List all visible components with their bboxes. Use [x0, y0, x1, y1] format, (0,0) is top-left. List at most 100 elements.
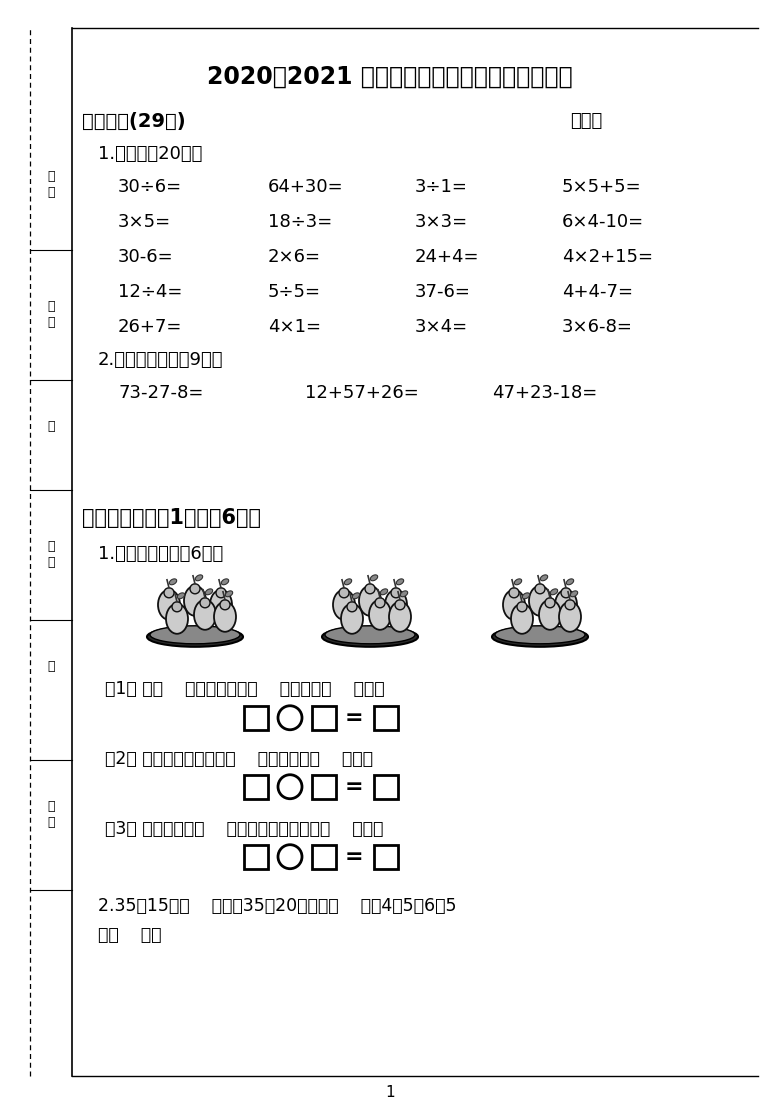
Text: （3） 把这些梨每（    ）只一盘，可以分成（    ）盘。: （3） 把这些梨每（ ）只一盘，可以分成（ ）盘。: [105, 820, 384, 838]
Text: 2.35比15多（    ），比35多20的数是（    ）；4个5比6个5: 2.35比15多（ ），比35多20的数是（ ）；4个5比6个5: [98, 896, 456, 915]
Text: 24+4=: 24+4=: [415, 248, 480, 266]
Text: 26+7=: 26+7=: [118, 318, 183, 336]
Ellipse shape: [523, 593, 530, 598]
Ellipse shape: [166, 604, 188, 634]
Text: 2020～2021 学年第一学期二年级数学期中练习: 2020～2021 学年第一学期二年级数学期中练习: [207, 65, 573, 89]
Text: =: =: [345, 777, 363, 797]
Text: 成绩：: 成绩：: [570, 112, 602, 130]
Ellipse shape: [495, 626, 585, 644]
Text: 少（    ）。: 少（ ）。: [98, 925, 161, 944]
Text: 4+4-7=: 4+4-7=: [562, 283, 633, 301]
Ellipse shape: [559, 602, 581, 631]
Text: 张: 张: [48, 660, 55, 672]
Text: 12÷4=: 12÷4=: [118, 283, 183, 301]
Text: 学: 学: [48, 170, 55, 183]
Text: 1.看图填一填。（6分）: 1.看图填一填。（6分）: [98, 544, 223, 563]
Text: 号: 号: [48, 185, 55, 199]
Text: 4×1=: 4×1=: [268, 318, 321, 336]
Ellipse shape: [353, 593, 360, 598]
Circle shape: [278, 845, 302, 869]
Ellipse shape: [194, 599, 216, 629]
Text: 5×5+5=: 5×5+5=: [562, 178, 642, 195]
Circle shape: [278, 705, 302, 730]
Ellipse shape: [200, 597, 210, 608]
Ellipse shape: [503, 590, 525, 619]
Ellipse shape: [158, 590, 180, 619]
Ellipse shape: [514, 578, 522, 585]
Text: 30-6=: 30-6=: [118, 248, 174, 266]
Ellipse shape: [172, 602, 182, 612]
Ellipse shape: [325, 626, 415, 644]
Ellipse shape: [561, 587, 571, 597]
Ellipse shape: [225, 591, 232, 597]
Ellipse shape: [555, 590, 577, 619]
Text: 37-6=: 37-6=: [415, 283, 471, 301]
Text: 1.口算。（20分）: 1.口算。（20分）: [98, 145, 202, 163]
Ellipse shape: [391, 587, 401, 597]
Text: 30÷6=: 30÷6=: [118, 178, 182, 195]
Text: 3×3=: 3×3=: [415, 213, 468, 231]
Bar: [244, 845, 268, 869]
Text: 姓: 姓: [48, 540, 55, 553]
Ellipse shape: [210, 590, 232, 619]
Text: 2×6=: 2×6=: [268, 248, 321, 266]
Text: （1） 每（    ）只梨一盘，（    ）盘梨共（    ）只。: （1） 每（ ）只梨一盘，（ ）盘梨共（ ）只。: [105, 680, 385, 698]
Text: 47+23-18=: 47+23-18=: [492, 384, 597, 402]
Ellipse shape: [214, 602, 236, 631]
Ellipse shape: [341, 604, 363, 634]
Bar: [312, 705, 336, 730]
Ellipse shape: [164, 587, 174, 597]
Bar: [374, 705, 398, 730]
Bar: [312, 775, 336, 798]
Text: 校: 校: [48, 816, 55, 829]
Ellipse shape: [220, 599, 230, 609]
Ellipse shape: [511, 604, 533, 634]
Ellipse shape: [369, 599, 391, 629]
Ellipse shape: [344, 578, 352, 585]
Ellipse shape: [541, 575, 548, 581]
Text: 4×2+15=: 4×2+15=: [562, 248, 653, 266]
Text: 12+57+26=: 12+57+26=: [305, 384, 419, 402]
Bar: [312, 845, 336, 869]
Ellipse shape: [222, 578, 229, 585]
Ellipse shape: [195, 575, 203, 581]
Ellipse shape: [347, 602, 357, 612]
Text: 18÷3=: 18÷3=: [268, 213, 332, 231]
Ellipse shape: [205, 588, 213, 595]
Text: 名: 名: [48, 555, 55, 569]
Ellipse shape: [216, 587, 226, 597]
Ellipse shape: [570, 591, 578, 597]
Text: 班: 班: [48, 300, 55, 312]
Circle shape: [278, 775, 302, 798]
Ellipse shape: [322, 627, 418, 647]
Ellipse shape: [566, 578, 573, 585]
Bar: [374, 845, 398, 869]
Text: 3×5=: 3×5=: [118, 213, 171, 231]
Ellipse shape: [177, 593, 185, 598]
Ellipse shape: [565, 599, 575, 609]
Ellipse shape: [190, 584, 200, 594]
Ellipse shape: [359, 586, 381, 616]
Ellipse shape: [169, 578, 177, 585]
Ellipse shape: [389, 602, 411, 631]
Text: 居: 居: [48, 420, 55, 433]
Ellipse shape: [535, 584, 545, 594]
Text: 级: 级: [48, 316, 55, 329]
Ellipse shape: [492, 627, 588, 647]
Ellipse shape: [509, 587, 519, 597]
Ellipse shape: [529, 586, 551, 616]
Text: 学: 学: [48, 799, 55, 813]
Text: 2.用竖式计算。（9分）: 2.用竖式计算。（9分）: [98, 351, 224, 369]
Text: 一、计算(29分): 一、计算(29分): [82, 112, 186, 131]
Text: 5÷5=: 5÷5=: [268, 283, 321, 301]
Ellipse shape: [545, 597, 555, 608]
Ellipse shape: [150, 626, 240, 644]
Text: 3×6-8=: 3×6-8=: [562, 318, 633, 336]
Bar: [244, 705, 268, 730]
Ellipse shape: [385, 590, 407, 619]
Ellipse shape: [333, 590, 355, 619]
Ellipse shape: [517, 602, 527, 612]
Text: 73-27-8=: 73-27-8=: [118, 384, 204, 402]
Text: 1: 1: [385, 1084, 395, 1100]
Ellipse shape: [395, 599, 405, 609]
